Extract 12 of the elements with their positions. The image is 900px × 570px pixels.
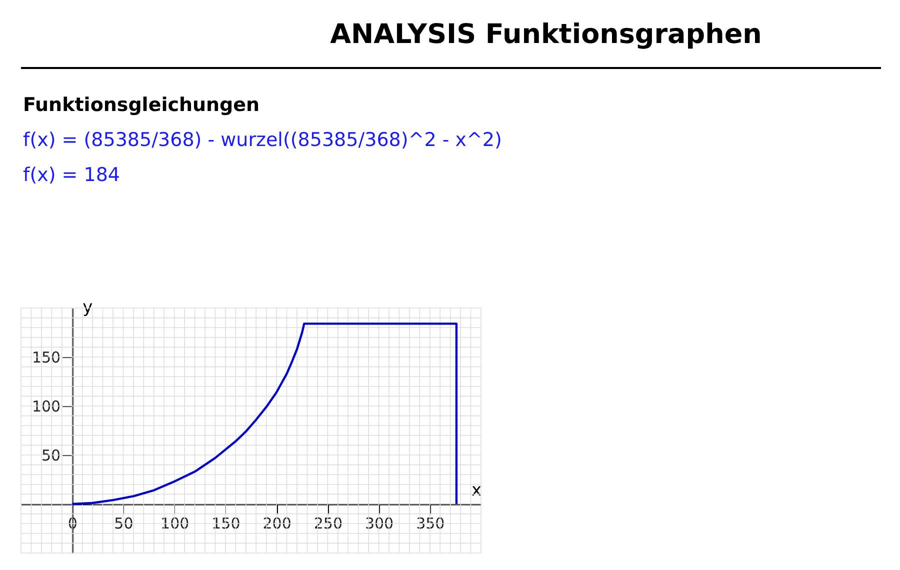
x-tick-label: 300	[364, 514, 394, 532]
text: Funktionsgleichungen	[23, 94, 260, 116]
text: f(x) = (85385/368) - wurzel((85385/368)^2 - x^2)	[23, 129, 502, 151]
line-series	[71, 322, 458, 506]
text: ANALYSIS Funktionsgraphen	[330, 19, 762, 50]
text: f(x) = 184	[23, 164, 120, 186]
x-tick-label: 50	[114, 514, 134, 532]
y-tick-label: 100	[32, 398, 61, 416]
y-tick-label: 50	[42, 446, 61, 464]
y-tick-label: 150	[32, 348, 61, 366]
x-axis-title: x	[471, 480, 482, 500]
y-axis-title: y	[82, 298, 93, 318]
